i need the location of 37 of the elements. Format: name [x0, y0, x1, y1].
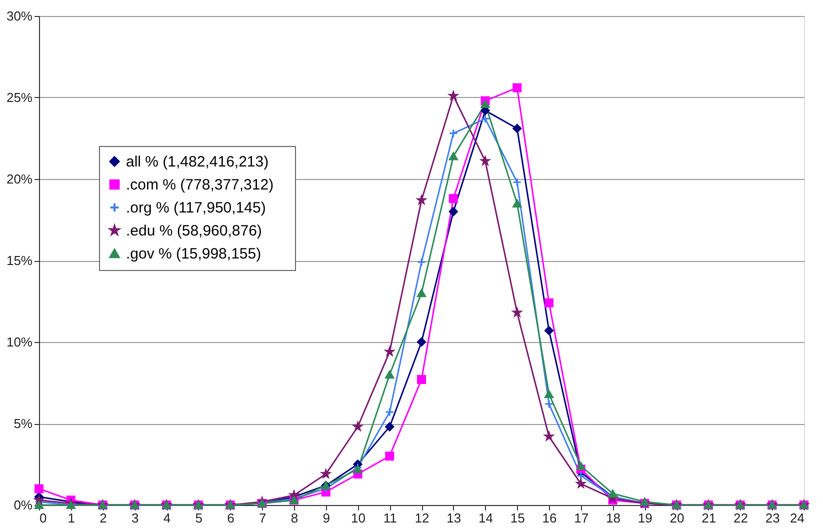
x-tick-label: 23: [765, 510, 780, 526]
x-tick-label: 15: [510, 510, 525, 526]
x-tick-label: 22: [734, 510, 748, 526]
legend-label: .com % (778,377,312): [126, 176, 274, 194]
y-tick-label: 15%: [6, 253, 33, 268]
x-tick-label: 6: [227, 510, 234, 526]
x-tick-label: 20: [670, 510, 684, 526]
legend-label: .gov % (15,998,155): [126, 246, 262, 262]
y-tick-label: 30%: [6, 8, 33, 24]
x-tick-label: 19: [638, 510, 652, 526]
x-tick-label: 5: [195, 510, 202, 526]
legend-label: all % (1,482,416,213): [126, 154, 269, 170]
x-tick-label: 1: [68, 510, 75, 526]
x-tick-label: 8: [290, 510, 298, 526]
y-tick-label: 25%: [6, 90, 33, 105]
x-tick-label: 16: [542, 510, 557, 526]
x-tick-label: 12: [414, 510, 430, 526]
x-tick-label: 13: [446, 510, 462, 526]
y-tick-label: 5%: [14, 416, 33, 431]
x-tick-label: 0: [40, 510, 47, 526]
x-tick-label: 9: [322, 510, 330, 526]
y-tick-label: 10%: [6, 334, 33, 350]
legend-label: .org % (117,950,145): [126, 200, 266, 216]
y-tick-label: 0%: [14, 498, 33, 512]
y-tick-label: 20%: [6, 172, 33, 186]
x-tick-label: 21: [702, 510, 716, 526]
x-tick-label: 11: [383, 510, 397, 526]
x-tick-label: 24: [790, 510, 804, 526]
x-tick-label: 17: [574, 510, 589, 526]
x-tick-label: 14: [478, 510, 493, 526]
x-tick-label: 2: [100, 510, 107, 526]
x-tick-label: 7: [259, 510, 266, 526]
x-tick-label: 4: [163, 510, 171, 526]
x-tick-label: 18: [606, 510, 620, 526]
x-tick-label: 10: [351, 510, 366, 526]
legend-label: .edu % (58,960,876): [126, 222, 262, 240]
x-tick-label: 3: [132, 510, 139, 526]
